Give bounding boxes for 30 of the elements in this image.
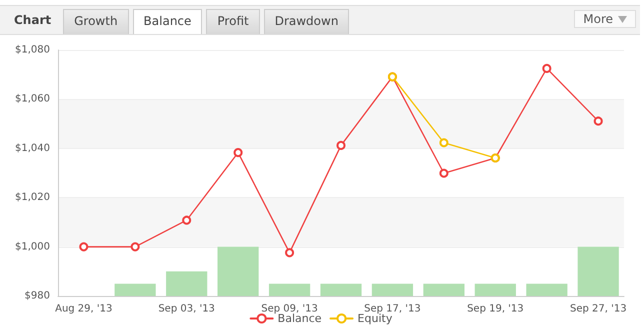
point — [234, 148, 243, 158]
x-tick-label: Sep 19, '13 — [467, 304, 524, 314]
chart-title: Chart — [13, 13, 52, 29]
text: Balance — [132, 9, 202, 34]
legend-label: Equity — [358, 312, 393, 325]
point — [542, 64, 552, 73]
x-tick-label: Sep 03, '13 — [158, 304, 215, 314]
y-tick-label: $1,000 — [15, 241, 50, 252]
text: More — [574, 10, 636, 28]
x-tick-label: Sep 17, '13 — [364, 304, 421, 314]
y-tick-label: $980 — [24, 290, 50, 302]
x-tick-label: Sep 09, '13 — [261, 304, 318, 314]
text: Growth — [63, 9, 129, 34]
y-tick-label: $1,080 — [15, 44, 50, 56]
point — [439, 168, 448, 178]
text: Profit — [206, 9, 260, 34]
point — [439, 138, 448, 148]
point — [130, 242, 140, 252]
point — [79, 242, 88, 252]
y-tick-label: $1,040 — [15, 142, 50, 154]
x-tick-label: Sep 27, '13 — [570, 304, 627, 314]
legend-label: Balance — [278, 312, 322, 325]
x-tick-label: Aug 29, '13 — [55, 304, 112, 314]
point — [594, 116, 603, 126]
y-tick-label: $1,020 — [15, 192, 50, 204]
y-tick-label: $1,060 — [15, 94, 50, 105]
point — [182, 216, 192, 225]
text: Drawdown — [264, 9, 350, 34]
point — [285, 248, 294, 258]
point — [336, 140, 346, 150]
